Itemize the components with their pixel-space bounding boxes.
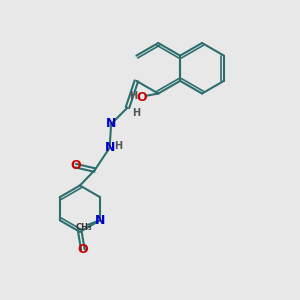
Text: H: H — [132, 108, 140, 118]
Text: CH₃: CH₃ — [75, 223, 92, 232]
Text: O: O — [70, 159, 81, 172]
Text: O: O — [78, 243, 88, 256]
Text: N: N — [106, 118, 116, 130]
Text: N: N — [95, 214, 105, 227]
Text: O: O — [136, 92, 147, 104]
Text: H: H — [130, 91, 138, 100]
Text: N: N — [104, 141, 115, 154]
Text: H: H — [115, 141, 123, 151]
